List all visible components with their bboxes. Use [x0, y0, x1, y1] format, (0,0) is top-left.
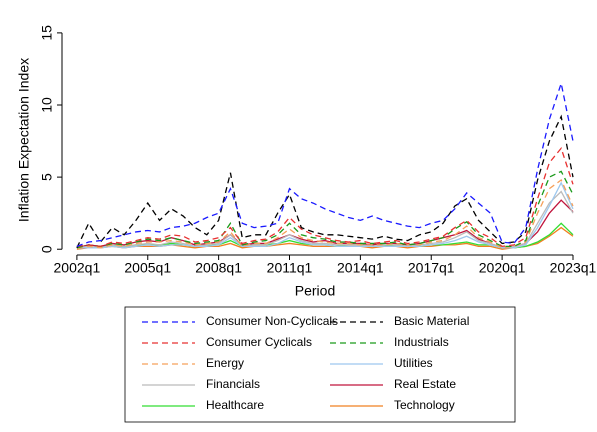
y-tick-label: 5	[39, 173, 55, 181]
legend-label: Consumer Non-Cyclicals	[206, 314, 338, 328]
legend-label: Industrials	[394, 335, 449, 349]
x-tick-label: 2011q1	[267, 260, 313, 276]
series-line	[76, 179, 574, 249]
series-line	[76, 181, 574, 249]
legend-box	[124, 306, 516, 423]
y-tick-label: 15	[39, 25, 55, 41]
x-tick-label: 2020q1	[479, 260, 526, 276]
series-line	[76, 170, 574, 249]
x-tick-label: 2008q1	[195, 260, 242, 276]
legend-label: Consumer Cyclicals	[206, 335, 312, 349]
x-tick-label: 2014q1	[337, 260, 384, 276]
legend-label: Healthcare	[206, 398, 264, 412]
x-tick-label: 2023q1	[550, 260, 597, 276]
x-tick-label: 2005q1	[124, 260, 171, 276]
legend-label: Utilities	[394, 356, 433, 370]
legend-label: Technology	[394, 398, 455, 412]
series-line	[76, 146, 574, 248]
legend-label: Energy	[206, 356, 244, 370]
series-line	[76, 190, 574, 249]
series-line	[76, 114, 574, 249]
y-axis-title: Inflation Expectation Index	[16, 58, 32, 222]
series-line	[76, 80, 574, 247]
x-axis-title: Period	[295, 283, 335, 299]
legend-label: Basic Material	[394, 314, 469, 328]
x-tick-label: 2017q1	[408, 260, 455, 276]
y-tick-label: 0	[39, 245, 55, 253]
legend-label: Real Estate	[394, 377, 456, 391]
legend-label: Financials	[206, 377, 260, 391]
y-tick-label: 10	[39, 97, 55, 113]
x-tick-label: 2002q1	[54, 260, 101, 276]
